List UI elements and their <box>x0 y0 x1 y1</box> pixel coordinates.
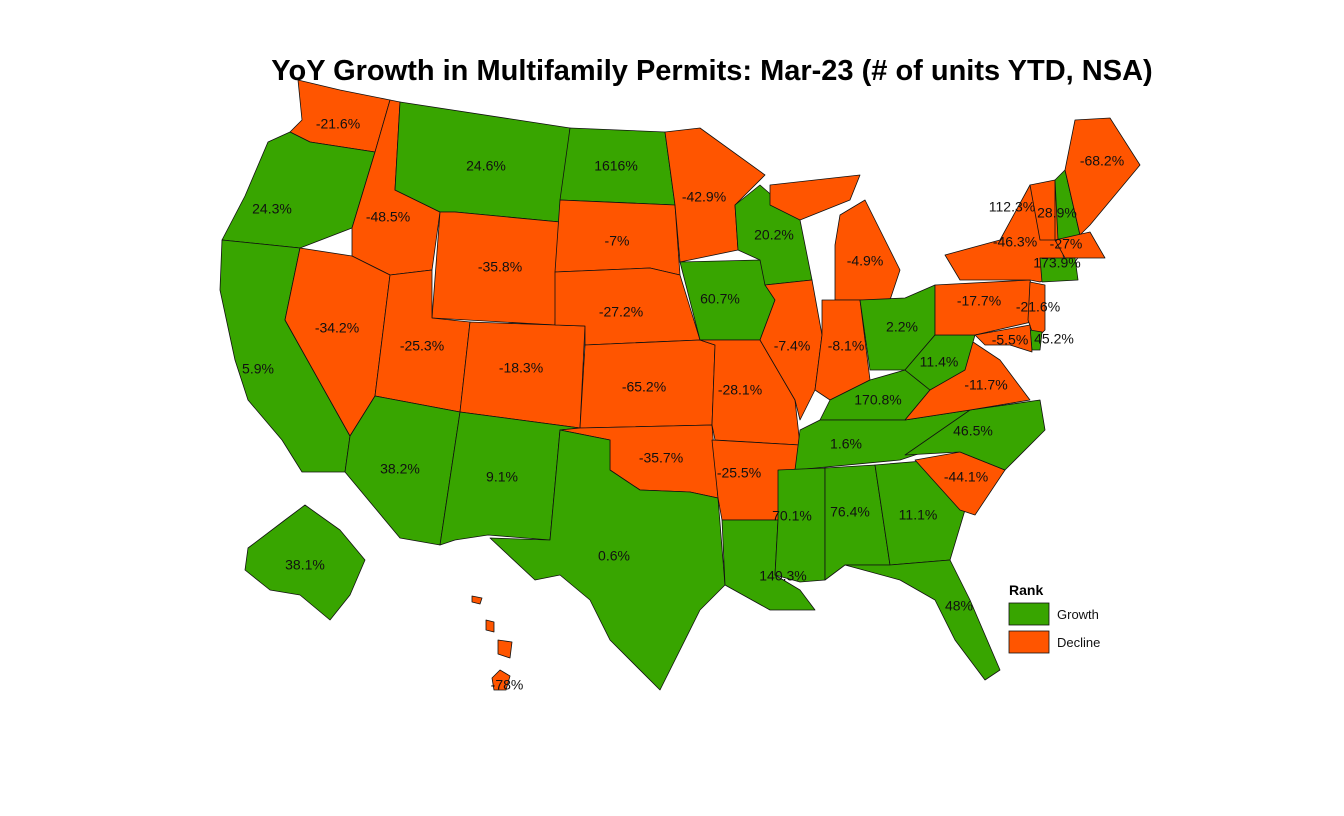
label-hi: -78% <box>491 677 524 693</box>
label-ks: -65.2% <box>622 379 666 395</box>
state-mi-lower <box>834 199 901 301</box>
label-il: -7.4% <box>774 338 811 354</box>
label-al: 76.4% <box>830 504 870 520</box>
label-tn: 1.6% <box>830 436 862 452</box>
label-pa: -17.7% <box>957 293 1001 309</box>
label-nm: 9.1% <box>486 469 518 485</box>
states-layer <box>219 79 1141 691</box>
label-vt: 112.3% <box>989 199 1035 215</box>
label-nd: 1616% <box>594 158 638 174</box>
state-hi-island-2 <box>485 619 495 633</box>
label-wa: -21.6% <box>316 116 360 132</box>
state-il <box>759 279 823 421</box>
label-oh: 2.2% <box>886 319 918 335</box>
label-or: 24.3% <box>252 201 292 217</box>
label-ms: 70.1% <box>772 508 812 524</box>
state-mi <box>769 174 861 221</box>
label-nc: 46.5% <box>953 423 993 439</box>
label-ok: -35.7% <box>639 450 683 466</box>
label-ak: 38.1% <box>285 557 325 573</box>
label-nh: 28.9% <box>1037 205 1077 221</box>
state-sc <box>914 451 1006 516</box>
label-fl: 48% <box>945 598 973 614</box>
legend: Rank Growth Decline <box>1008 582 1100 654</box>
map-title: YoY Growth in Multifamily Permits: Mar-2… <box>271 55 1152 87</box>
label-sc: -44.1% <box>944 469 988 485</box>
legend-swatch-decline <box>1008 630 1050 654</box>
state-wy <box>431 211 561 326</box>
state-ma <box>1054 231 1106 259</box>
label-nj: -21.6% <box>1016 299 1060 315</box>
state-tx <box>489 429 726 691</box>
label-co: -18.3% <box>499 360 543 376</box>
label-ky: 170.8% <box>854 392 901 408</box>
label-ga: 11.1% <box>899 507 938 523</box>
label-az: 38.2% <box>380 461 420 477</box>
label-ca: 5.9% <box>242 361 274 377</box>
state-hi <box>491 669 511 691</box>
state-hi-island-4 <box>471 595 483 605</box>
label-id: -48.5% <box>366 209 410 225</box>
label-ct: 173.9% <box>1033 255 1080 271</box>
state-ms <box>774 467 826 583</box>
state-labels: -21.6% 24.3% 5.9% -48.5% -34.2% 24.6% -3… <box>242 116 1124 693</box>
label-wv: 11.4% <box>920 354 959 370</box>
label-de: 45.2% <box>1034 331 1074 347</box>
state-wv <box>904 334 976 391</box>
label-md: -5.5% <box>992 332 1029 348</box>
label-la: 140.3% <box>759 568 806 584</box>
label-mi: -4.9% <box>847 253 884 269</box>
state-fl <box>844 559 1001 681</box>
state-md <box>974 324 1033 353</box>
label-in: -8.1% <box>828 338 865 354</box>
legend-label-growth: Growth <box>1057 607 1099 622</box>
label-mt: 24.6% <box>466 158 506 174</box>
label-me: -68.2% <box>1080 153 1124 169</box>
state-ct <box>1039 257 1079 283</box>
label-ut: -25.3% <box>400 338 444 354</box>
state-pa <box>934 279 1041 336</box>
state-hi-island-3 <box>497 639 513 659</box>
state-ak <box>244 504 366 621</box>
label-ar: -25.5% <box>717 465 761 481</box>
label-va: -11.7% <box>964 377 1007 393</box>
legend-label-decline: Decline <box>1057 635 1100 650</box>
legend-swatch-growth <box>1008 602 1050 626</box>
label-wi: 20.2% <box>754 227 794 243</box>
label-wy: -35.8% <box>478 259 522 275</box>
legend-title: Rank <box>1009 582 1043 598</box>
label-ia: 60.7% <box>700 291 740 307</box>
label-sd: -7% <box>605 233 630 249</box>
label-ma: -27% <box>1050 236 1083 252</box>
label-mn: -42.9% <box>682 189 726 205</box>
label-tx: 0.6% <box>598 548 630 564</box>
label-ne: -27.2% <box>599 304 643 320</box>
label-ny: -46.3% <box>993 234 1037 250</box>
label-nv: -34.2% <box>315 320 359 336</box>
label-mo: -28.1% <box>718 382 762 398</box>
